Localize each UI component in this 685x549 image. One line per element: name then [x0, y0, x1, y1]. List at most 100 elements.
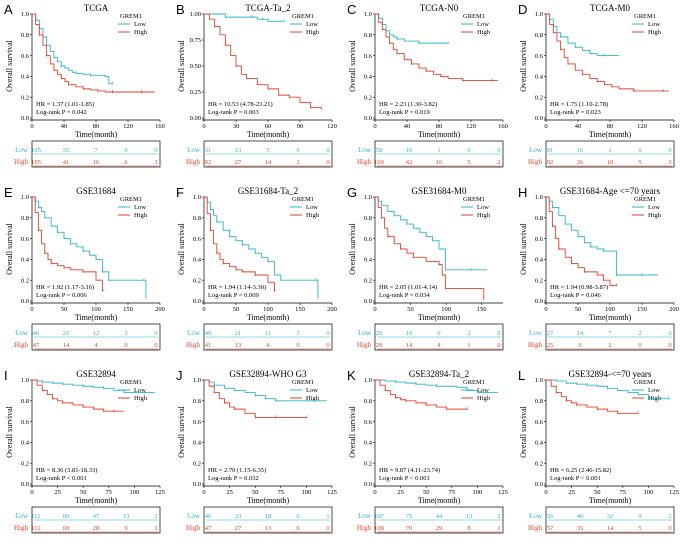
panel-letter: I — [4, 368, 8, 383]
risk-count-high: 29 — [376, 342, 383, 349]
y-tick-label: 0.0 — [193, 481, 201, 488]
y-tick-label: 0.6 — [21, 419, 30, 426]
y-tick-label: 0.8 — [364, 398, 372, 405]
risk-count-high: 25 — [547, 342, 554, 349]
risk-table-frame — [374, 506, 504, 534]
km-curve-low — [546, 13, 620, 57]
risk-table-frame — [203, 506, 333, 534]
panel-l: L GSE32894-<=70 years 0.0 0.2 0.4 0.6 0.8 1.0 0 2… — [518, 368, 679, 534]
y-tick-label: 1.0 — [364, 11, 372, 18]
y-tick-label: 0.4 — [21, 440, 30, 447]
x-axis-label: Time(month) — [418, 496, 461, 505]
panel-letter: B — [176, 2, 185, 17]
risk-count-low: 44 — [436, 513, 443, 520]
y-tick-label: 0.0 — [21, 481, 29, 488]
risk-count-high: 29 — [436, 525, 443, 532]
risk-count-high: 6 — [578, 342, 582, 349]
risk-count-low: 2 — [467, 330, 470, 337]
y-tick-label: 0.8 — [21, 398, 29, 405]
x-tick-label: 50 — [80, 489, 87, 496]
x-tick-label: 30 — [233, 123, 240, 130]
risk-count-high: 9 — [124, 525, 127, 532]
y-tick-label: 0.4 — [364, 74, 373, 81]
x-tick-label: 25 — [226, 489, 233, 496]
y-axis-label: Overall survival — [177, 222, 186, 275]
risk-count-high: 41 — [63, 159, 70, 166]
logrank-p: Log-rank P < 0.001 — [36, 475, 87, 482]
panel-title: GSE31684-M0 — [411, 186, 467, 196]
risk-count-high: 4 — [266, 342, 270, 349]
risk-count-high: 0 — [124, 342, 127, 349]
y-tick-label: 1.0 — [193, 194, 201, 201]
legend-title: GREM1 — [292, 379, 314, 386]
risk-count-low: 195 — [31, 147, 41, 154]
km-curve-low — [546, 196, 658, 276]
risk-count-high: 35 — [577, 525, 584, 532]
x-tick-label: 120 — [123, 123, 133, 130]
y-axis-label: Overall survival — [5, 222, 14, 275]
risk-count-low: 3 — [296, 330, 299, 337]
y-tick-label: 0.8 — [535, 215, 543, 222]
y-tick-label: 1.00 — [190, 11, 201, 18]
y-tick-label: 0.4 — [364, 440, 373, 447]
legend-label-low: Low — [477, 387, 489, 394]
risk-count-high: 70 — [406, 525, 413, 532]
x-tick-label: 80 — [93, 123, 100, 130]
x-tick-label: 40 — [575, 123, 582, 130]
x-tick-label: 50 — [252, 489, 259, 496]
km-curve-high — [375, 13, 498, 82]
x-tick-label: 0 — [202, 489, 205, 496]
x-tick-label: 150 — [637, 306, 647, 313]
panel-letter: L — [518, 368, 525, 383]
risk-count-low: 3 — [124, 330, 127, 337]
x-axis-label: Time(month) — [75, 130, 118, 139]
x-tick-label: 125 — [498, 489, 508, 496]
y-tick-label: 0.0 — [364, 298, 372, 305]
x-tick-label: 120 — [327, 123, 337, 130]
risk-count-high: 14 — [265, 159, 272, 166]
risk-row-label-high: High — [528, 524, 543, 532]
risk-row-label-low: Low — [529, 512, 543, 520]
panel-title: TCGA — [84, 3, 109, 13]
y-tick-label: 0.8 — [21, 215, 29, 222]
x-tick-label: 160 — [155, 123, 165, 130]
hazard-ratio: HR = 6.25 (2.46-15.82) — [550, 467, 611, 474]
panel-i: I GSE32894 0.0 0.2 0.4 0.6 0.8 1.0 0 25 50 75 100 125… — [4, 368, 165, 534]
risk-count-low: 9 — [638, 513, 641, 520]
y-tick-label: 1.0 — [21, 11, 29, 18]
x-tick-label: 125 — [669, 489, 679, 496]
x-tick-label: 100 — [130, 489, 140, 496]
y-tick-label: 0.4 — [193, 257, 202, 264]
x-tick-label: 0 — [202, 306, 205, 313]
risk-row-label-low: Low — [15, 146, 29, 154]
x-axis-label: Time(month) — [589, 496, 632, 505]
km-curve-high — [32, 13, 155, 93]
x-tick-label: 50 — [233, 306, 240, 313]
risk-count-high: 0 — [296, 342, 299, 349]
risk-row-label-high: High — [528, 341, 543, 349]
risk-count-low: 56 — [547, 513, 554, 520]
risk-table-frame — [545, 506, 675, 534]
risk-count-low: 0 — [497, 330, 500, 337]
panel-f: F GSE31684-Ta_2 0.0 0.2 0.4 0.6 0.8 1.0 0 50 100 15… — [176, 185, 337, 351]
x-tick-label: 100 — [91, 306, 101, 313]
km-curve-low — [375, 13, 449, 44]
x-axis-label: Time(month) — [75, 496, 118, 505]
risk-count-low: 5 — [266, 147, 269, 154]
km-curve-high — [546, 13, 669, 92]
risk-row-label-low: Low — [358, 512, 372, 520]
legend-label-high: High — [134, 395, 148, 402]
risk-count-high: 5 — [638, 159, 641, 166]
x-tick-label: 0 — [30, 489, 33, 496]
risk-count-high: 0 — [326, 525, 329, 532]
x-tick-label: 100 — [644, 489, 654, 496]
y-tick-label: 0.8 — [535, 32, 543, 39]
risk-count-low: 0 — [154, 330, 157, 337]
legend-label-high: High — [477, 29, 491, 36]
risk-count-low: 58 — [376, 147, 383, 154]
legend-label-low: Low — [477, 204, 489, 211]
hazard-ratio: HR = 1.75 (1.10-2.78) — [550, 101, 608, 108]
risk-count-high: 0 — [668, 342, 671, 349]
y-tick-label: 0.2 — [21, 277, 29, 284]
x-tick-label: 50 — [575, 306, 582, 313]
